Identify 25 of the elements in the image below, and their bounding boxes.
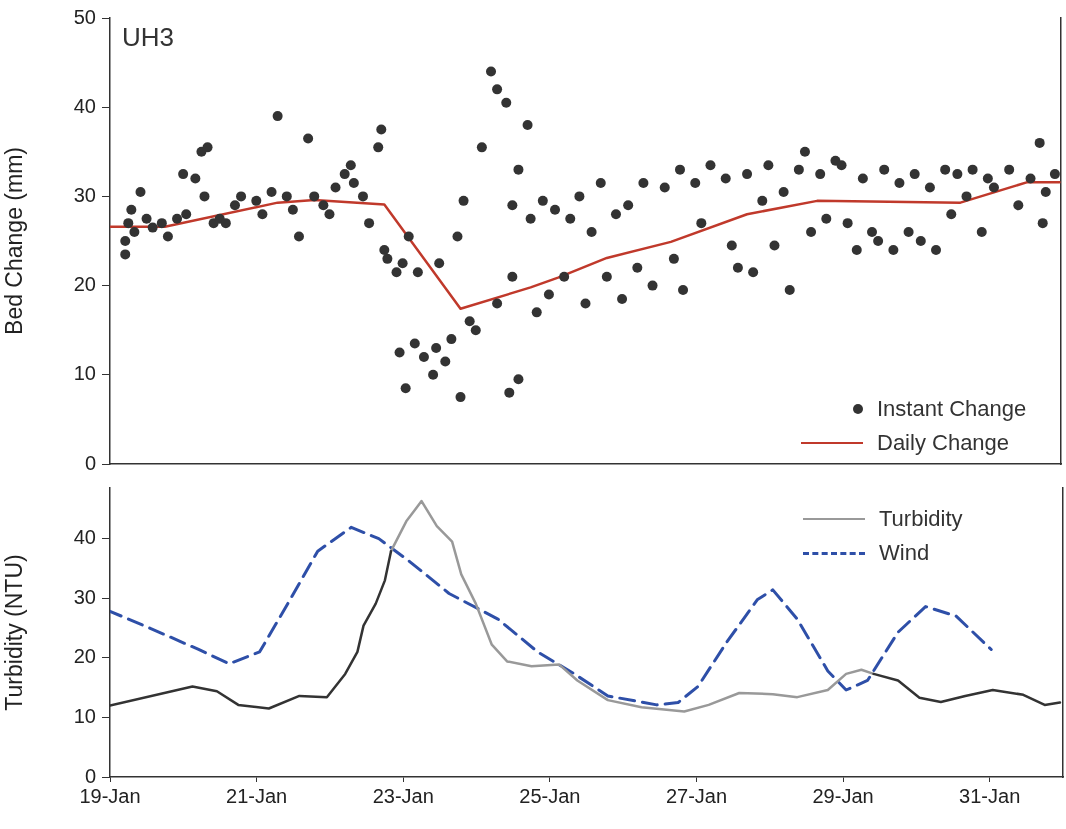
legend-label: Turbidity [879, 506, 963, 532]
x-tick-label: 21-Jan [226, 784, 288, 807]
y-tick-label: 30 [73, 585, 96, 608]
legend-label: Daily Change [877, 430, 1010, 456]
x-tick-label: 23-Jan [372, 784, 434, 807]
y-tick-label: 30 [73, 183, 96, 206]
y-tick-label: 20 [73, 645, 96, 668]
legend-label: Wind [879, 540, 930, 566]
x-tick-label: 19-Jan [79, 784, 141, 807]
y-tick-label: 40 [73, 526, 96, 549]
x-tick-label: 29-Jan [812, 784, 874, 807]
y-tick-label: 0 [84, 764, 96, 787]
y-axis-title: Bed Change (mm) [1, 147, 28, 335]
y-tick-label: 20 [73, 273, 96, 296]
x-tick-label: 25-Jan [519, 784, 581, 807]
y-tick-label: 0 [84, 451, 96, 474]
annotation: UH3 [122, 22, 175, 53]
x-tick-label: 27-Jan [665, 784, 728, 807]
y-tick-label: 40 [73, 94, 96, 117]
y-tick-label: 10 [73, 362, 96, 385]
legend-label: Instant Change [877, 396, 1027, 422]
y-tick-label: 50 [73, 5, 96, 28]
y-axis-title: Turbidity (NTU) [1, 554, 28, 711]
y-tick-label: 10 [73, 704, 96, 727]
x-tick-label: 31-Jan [959, 784, 1021, 807]
